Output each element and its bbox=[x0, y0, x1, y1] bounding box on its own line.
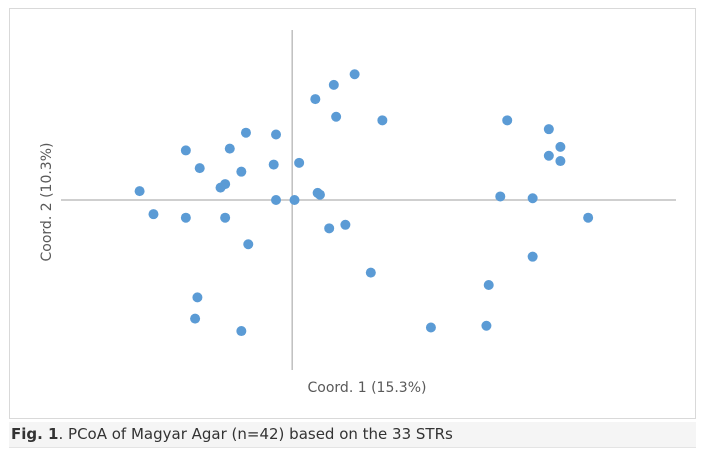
data-point bbox=[240, 127, 251, 138]
data-point bbox=[148, 209, 159, 220]
pcoa-scatter-plot: Coord. 1 (15.3%) Coord. 2 (10.3%) bbox=[39, 30, 676, 396]
data-point bbox=[543, 124, 554, 135]
data-points bbox=[134, 69, 594, 337]
data-point bbox=[502, 115, 513, 126]
data-point bbox=[289, 195, 300, 205]
data-point bbox=[425, 322, 436, 333]
data-point bbox=[495, 191, 506, 202]
data-point bbox=[192, 292, 203, 303]
data-point bbox=[481, 320, 492, 331]
y-axis-label: Coord. 2 (10.3%) bbox=[39, 143, 55, 262]
chart-area: Coord. 1 (15.3%) Coord. 2 (10.3%) bbox=[9, 8, 696, 419]
data-point bbox=[271, 129, 282, 140]
data-point bbox=[236, 166, 247, 177]
figure-caption-text: . PCoA of Magyar Agar (n=42) based on th… bbox=[58, 425, 453, 443]
data-point bbox=[527, 251, 538, 262]
data-point bbox=[527, 193, 538, 204]
figure-label: Fig. 1 bbox=[11, 425, 59, 443]
data-point bbox=[331, 111, 342, 122]
data-point bbox=[294, 157, 305, 168]
data-point bbox=[365, 267, 376, 278]
data-point bbox=[220, 212, 231, 223]
data-point bbox=[224, 143, 235, 154]
data-point bbox=[271, 195, 282, 205]
data-point bbox=[555, 141, 566, 152]
data-point bbox=[583, 212, 594, 223]
data-point bbox=[314, 189, 325, 200]
data-point bbox=[268, 159, 279, 170]
data-point bbox=[180, 212, 191, 223]
data-point bbox=[543, 150, 554, 161]
data-point bbox=[555, 156, 566, 167]
data-point bbox=[377, 115, 388, 126]
data-point bbox=[180, 145, 191, 156]
data-point bbox=[243, 239, 254, 250]
data-point bbox=[190, 313, 201, 324]
data-point bbox=[194, 163, 205, 174]
figure-caption: Fig. 1. PCoA of Magyar Agar (n=42) based… bbox=[9, 422, 696, 448]
data-point bbox=[483, 280, 494, 290]
data-point bbox=[134, 186, 145, 197]
data-point bbox=[236, 326, 247, 337]
data-point bbox=[340, 219, 351, 230]
data-point bbox=[328, 79, 339, 90]
data-point bbox=[310, 94, 321, 105]
data-point bbox=[220, 179, 231, 190]
data-point bbox=[324, 223, 335, 234]
data-point bbox=[349, 69, 360, 80]
x-axis-label: Coord. 1 (15.3%) bbox=[308, 380, 427, 396]
